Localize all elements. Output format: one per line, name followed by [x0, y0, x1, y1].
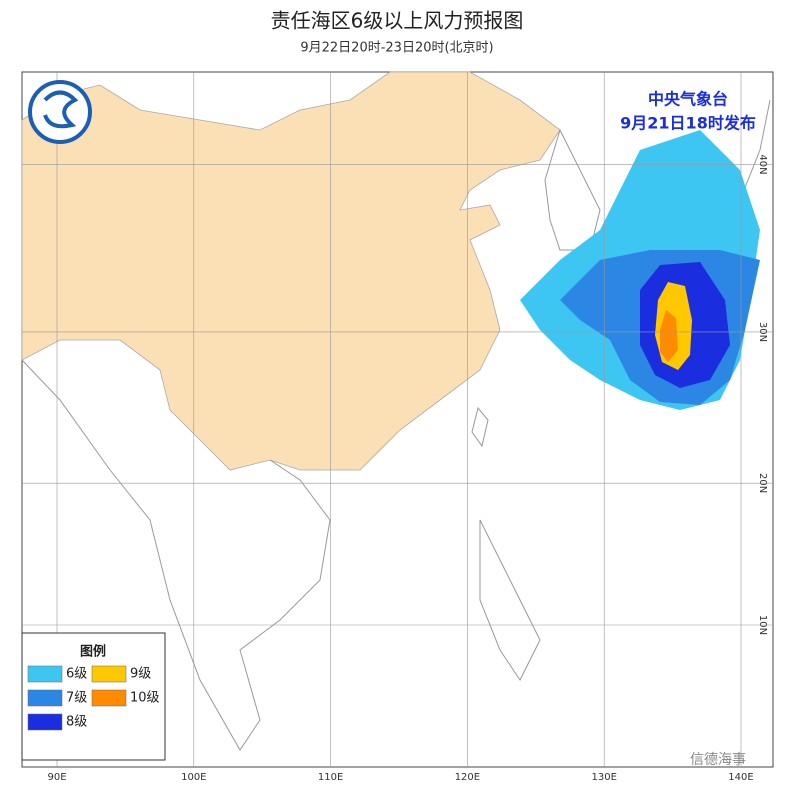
issuer-name: 中央气象台 [648, 90, 728, 109]
china-land [21, 71, 561, 471]
lon-label: 140E [728, 772, 753, 783]
issue-time: 9月21日18时发布 [620, 114, 756, 133]
wind-area-10 [660, 310, 678, 362]
legend-label: 10级 [130, 691, 160, 706]
logo-mark [43, 90, 79, 129]
lon-label: 130E [591, 772, 616, 783]
logo [28, 80, 92, 144]
legend-swatch [27, 689, 63, 707]
watermark: 信德海事 [690, 752, 746, 768]
legend-swatch [27, 713, 63, 731]
legend: 图例 6级 7级 8级 9级 10级 [21, 632, 166, 761]
wind-areas [520, 130, 760, 410]
lat-label: 40N [757, 154, 768, 174]
lon-label: 90E [47, 772, 66, 783]
lat-label: 20N [757, 473, 768, 493]
legend-swatch [91, 665, 127, 683]
subtitle: 9月22日20时-23日20时(北京时) [300, 41, 493, 56]
lon-label: 100E [181, 772, 206, 783]
legend-label: 8级 [66, 715, 87, 730]
legend-swatch [27, 665, 63, 683]
graticule: 90E 100E 110E 120E 130E 140E 10N 20N 30N 40N [22, 72, 773, 783]
legend-label: 9级 [130, 667, 151, 682]
philippines-coast [479, 519, 541, 681]
title: 责任海区6级以上风力预报图 [271, 9, 524, 33]
lat-label: 30N [757, 322, 768, 342]
legend-title: 图例 [80, 644, 106, 660]
taiwan-coast [471, 406, 489, 448]
lon-label: 110E [318, 772, 343, 783]
map-frame: 90E 100E 110E 120E 130E 140E 10N 20N 30N 40N [21, 71, 774, 783]
legend-label: 6级 [66, 667, 87, 682]
lat-label: 10N [757, 615, 768, 635]
legend-swatch [91, 689, 127, 707]
lon-label: 120E [455, 772, 480, 783]
indochina-coast [21, 359, 331, 751]
legend-label: 7级 [66, 691, 87, 706]
